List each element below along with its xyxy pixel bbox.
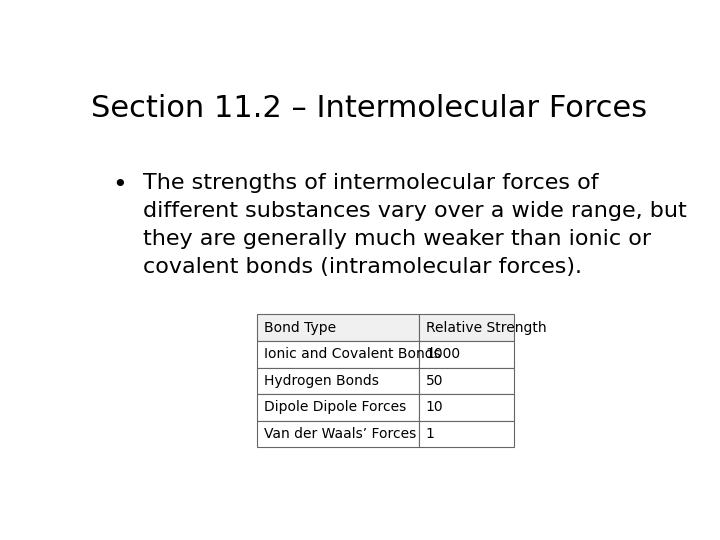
Text: Dipole Dipole Forces: Dipole Dipole Forces (264, 401, 406, 414)
Bar (419, 341, 514, 368)
Text: The strengths of intermolecular forces of
different substances vary over a wide : The strengths of intermolecular forces o… (143, 173, 687, 277)
Text: Hydrogen Bonds: Hydrogen Bonds (264, 374, 379, 388)
Text: 1: 1 (426, 427, 435, 441)
Bar (258, 314, 419, 341)
Text: Ionic and Covalent Bonds: Ionic and Covalent Bonds (264, 347, 441, 361)
Text: Bond Type: Bond Type (264, 321, 336, 335)
Bar (258, 421, 419, 447)
Text: 10: 10 (426, 401, 444, 414)
Bar (419, 314, 514, 341)
Bar (258, 394, 419, 421)
Text: 50: 50 (426, 374, 444, 388)
Text: Relative Strength: Relative Strength (426, 321, 546, 335)
Text: Section 11.2 – Intermolecular Forces: Section 11.2 – Intermolecular Forces (91, 94, 647, 123)
Bar (419, 421, 514, 447)
Bar (258, 341, 419, 368)
Bar (419, 368, 514, 394)
Bar (419, 394, 514, 421)
Text: Van der Waals’ Forces: Van der Waals’ Forces (264, 427, 416, 441)
Bar (258, 368, 419, 394)
Text: 1000: 1000 (426, 347, 461, 361)
Text: •: • (112, 173, 127, 197)
